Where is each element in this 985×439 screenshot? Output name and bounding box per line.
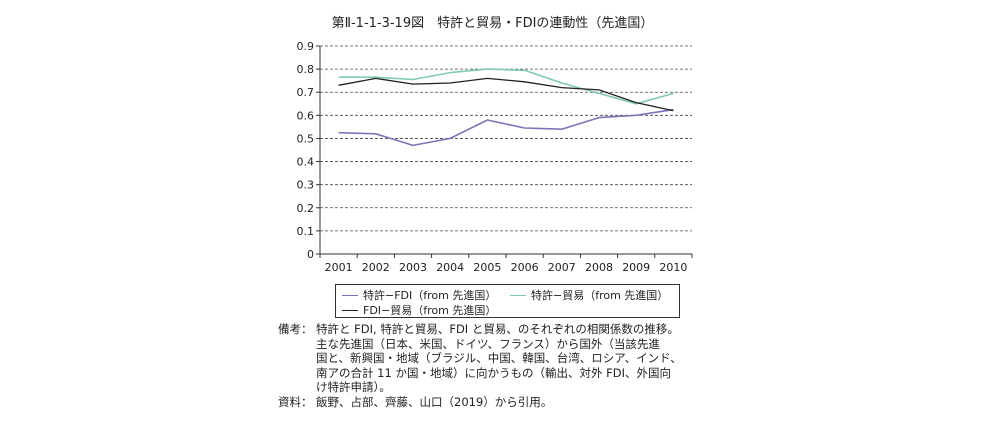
legend-swatch-patent-fdi (342, 294, 358, 296)
x-tick-label: 2006 (511, 261, 539, 274)
x-tick-label: 2001 (325, 261, 353, 274)
y-axis-ticks: 0 0.1 0.2 0.3 0.4 0.5 0.6 0.7 0.8 0.9 (297, 40, 320, 261)
y-tick-label: 0.9 (297, 40, 315, 53)
x-tick-label: 2004 (436, 261, 464, 274)
x-tick-label: 2002 (362, 261, 390, 274)
chart-notes: 備考： 特許と FDI, 特許と貿易、FDI と貿易、のそれぞれの相関係数の推移… (278, 322, 726, 410)
remarks-line: 主な先進国（日本、米国、ドイツ、フランス）から国外（当該先進 (316, 336, 660, 351)
legend-swatch-patent-trade (510, 294, 526, 296)
legend-label-patent-fdi: 特許−FDI（from 先進国） (363, 289, 497, 302)
source-label: 資料： (278, 394, 313, 409)
remarks-line: 国と、新興国・地域（ブラジル、中国、韓国、台湾、ロシア、インド、 (316, 351, 682, 366)
x-tick-label: 2008 (585, 261, 613, 274)
x-axis-ticks: 2001 2002 2003 2004 2005 2006 2007 2008 2009 2010 (319, 254, 693, 274)
remarks-text: 特許と FDI, 特許と貿易、FDI と貿易、のそれぞれの相関係数の推移。 主な… (316, 322, 726, 395)
y-tick-label: 0 (307, 248, 314, 261)
legend-item-fdi-trade: FDI−貿易（from 先進国） (342, 302, 496, 318)
chart-title: 第Ⅱ-1-1-3-19図 特許と貿易・FDIの連動性（先進国） (331, 16, 654, 31)
legend-label-patent-trade: 特許−貿易（from 先進国） (531, 289, 669, 302)
legend-label-fdi-trade: FDI−貿易（from 先進国） (363, 304, 497, 317)
series-line-1 (338, 68, 674, 105)
y-tick-label: 0.5 (297, 132, 315, 145)
line-chart: 00.10.20.30.40.50.60.70.80.9 2001 2002 200… (297, 40, 693, 274)
legend-item-patent-trade: 特許−貿易（from 先進国） (510, 287, 668, 303)
remarks-line: 南アの合計 11 か国・地域）に向かうもの（輸出、対外 FDI、外国向 (316, 365, 671, 380)
source-line: 飯野、占部、齊藤、山口（2019）から引用。 (316, 394, 553, 409)
y-tick-label: 0.3 (297, 179, 315, 192)
remarks-label: 備考： (278, 322, 313, 336)
legend-item-patent-fdi: 特許−FDI（from 先進国） (342, 287, 496, 303)
x-tick-label: 2003 (399, 261, 427, 274)
notes-remarks: 備考： 特許と FDI, 特許と貿易、FDI と貿易、のそれぞれの相関係数の推移… (278, 322, 726, 395)
y-tick-label: 0.4 (297, 156, 315, 169)
chart-grid (320, 45, 692, 232)
source-text: 飯野、占部、齊藤、山口（2019）から引用。 (316, 395, 726, 410)
x-tick-label: 2007 (548, 261, 576, 274)
remarks-line: 特許と FDI, 特許と貿易、FDI と貿易、のそれぞれの相関係数の推移。 (316, 322, 679, 336)
y-tick-label: 0.6 (297, 109, 315, 122)
notes-source: 資料： 飯野、占部、齊藤、山口（2019）から引用。 (278, 395, 726, 410)
x-tick-label: 2010 (659, 261, 687, 274)
y-tick-label: 0.2 (297, 202, 315, 215)
x-tick-label: 2009 (622, 261, 650, 274)
y-tick-label: 0.1 (297, 225, 315, 238)
chart-legend: 特許−FDI（from 先進国） 特許−貿易（from 先進国） FDI−貿易（… (335, 284, 680, 318)
series-lines (338, 68, 674, 147)
legend-swatch-fdi-trade (342, 309, 358, 311)
x-tick-label: 2005 (473, 261, 501, 274)
series-line-2 (338, 77, 674, 112)
y-tick-label: 0.8 (297, 63, 315, 76)
y-tick-label: 0.7 (297, 86, 315, 99)
series-line-0 (338, 108, 674, 147)
remarks-line: け特許申請）。 (316, 380, 391, 395)
